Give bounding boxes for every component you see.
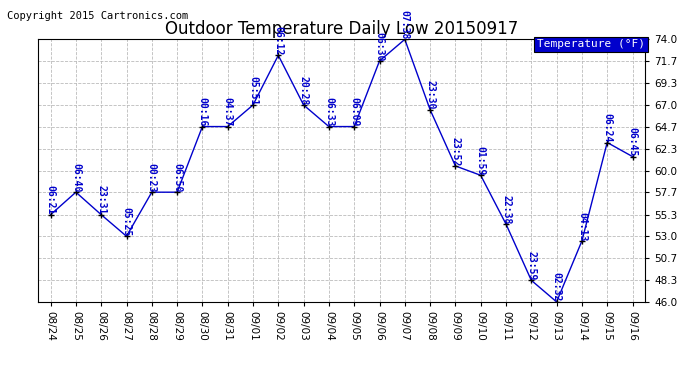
Text: 06:50: 06:50 [172, 163, 182, 192]
Text: 06:33: 06:33 [324, 97, 334, 127]
Text: 02:32: 02:32 [551, 273, 562, 302]
Text: 01:59: 01:59 [475, 146, 486, 176]
Text: 23:59: 23:59 [526, 251, 536, 280]
Text: 06:24: 06:24 [602, 113, 612, 142]
Text: Temperature (°F): Temperature (°F) [537, 39, 645, 50]
Text: 06:09: 06:09 [349, 97, 359, 127]
Text: 06:45: 06:45 [627, 127, 638, 157]
Text: 04:37: 04:37 [223, 97, 233, 127]
Text: 00:23: 00:23 [147, 163, 157, 192]
Text: 20:28: 20:28 [299, 76, 308, 105]
Text: 06:30: 06:30 [375, 32, 384, 61]
Text: 05:25: 05:25 [121, 207, 132, 236]
Text: 23:52: 23:52 [451, 136, 460, 166]
Text: 04:13: 04:13 [577, 211, 587, 241]
Text: 23:30: 23:30 [425, 80, 435, 110]
Text: 07:38: 07:38 [400, 10, 410, 39]
Text: 05:51: 05:51 [248, 76, 258, 105]
Text: 06:40: 06:40 [71, 163, 81, 192]
Text: 06:12: 06:12 [273, 26, 284, 56]
Text: Copyright 2015 Cartronics.com: Copyright 2015 Cartronics.com [7, 11, 188, 21]
Text: 06:21: 06:21 [46, 185, 56, 214]
Title: Outdoor Temperature Daily Low 20150917: Outdoor Temperature Daily Low 20150917 [165, 20, 518, 38]
Text: 22:38: 22:38 [501, 195, 511, 224]
Text: 00:16: 00:16 [197, 97, 208, 127]
Text: 23:31: 23:31 [96, 185, 106, 214]
